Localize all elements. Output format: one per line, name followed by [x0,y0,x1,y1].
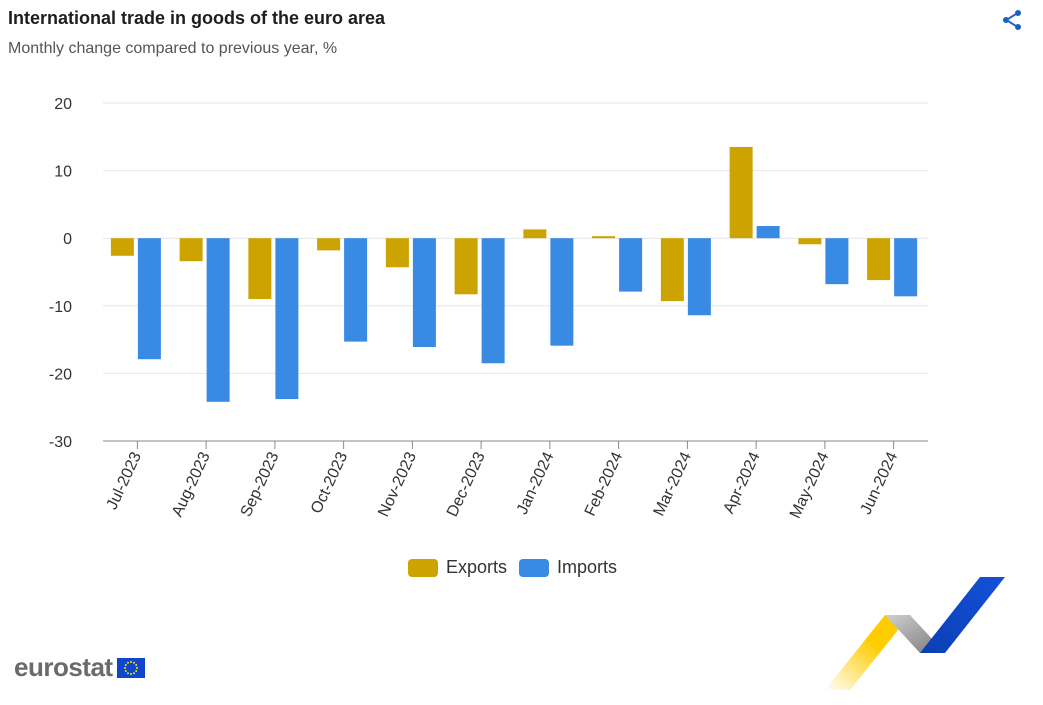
logo-text: eurostat [14,652,113,682]
x-tick-label: Jan-2024 [514,449,558,517]
bar-imports[interactable] [344,238,368,342]
y-tick-label: -30 [49,434,72,451]
x-tick-label: Dec-2023 [444,449,489,519]
bar-exports[interactable] [248,238,272,300]
legend-label-imports: Imports [557,557,618,577]
y-tick-label: 10 [54,164,72,181]
bar-exports[interactable] [523,229,547,239]
bar-chart: 20 10 0 -10 -20 -30 Jul-2023 Aug-2023 Sep-2023 Oc… [49,96,928,521]
x-tick-label: Jul-2023 [104,449,145,512]
bar-imports[interactable] [412,238,436,348]
x-tick-label: Feb-2024 [582,449,626,518]
y-tick-label: 20 [54,96,72,113]
x-tick-label: Apr-2024 [721,449,764,516]
bar-exports[interactable] [660,238,684,302]
bar-imports[interactable] [137,238,161,360]
bar-exports[interactable] [179,238,203,262]
bar-imports[interactable] [481,238,505,364]
y-tick-label: 0 [63,231,72,248]
bar-imports[interactable] [756,226,780,239]
bar-imports[interactable] [206,238,230,402]
x-tick-label: May-2024 [787,449,833,521]
bar-imports[interactable] [687,238,711,316]
bar-imports[interactable] [550,238,574,346]
bar-exports[interactable] [454,238,478,295]
bar-exports[interactable] [592,236,616,239]
decorative-ribbon [815,575,1010,700]
x-tick-label: Aug-2023 [169,449,214,519]
bar-imports[interactable] [894,238,918,297]
eu-flag-icon [116,657,145,678]
share-icon[interactable] [1000,8,1024,32]
bar-exports[interactable] [385,238,409,268]
x-tick-label: Nov-2023 [375,449,420,519]
bar-imports[interactable] [825,238,849,285]
legend-swatch-imports [519,558,550,577]
y-tick-label: -10 [49,299,72,316]
y-tick-label: -20 [49,366,72,383]
bar-exports[interactable] [798,238,822,245]
bar-imports[interactable] [275,238,299,400]
bar-exports[interactable] [729,146,753,239]
x-tick-label: Mar-2024 [651,449,695,518]
bar-imports[interactable] [619,238,643,292]
bar-exports[interactable] [867,238,891,281]
x-tick-label: Oct-2023 [308,449,351,516]
bar-exports[interactable] [110,238,134,256]
chart-subtitle: Monthly change compared to previous year… [8,40,338,57]
legend-item-exports[interactable]: Exports [408,557,507,578]
chart-title: International trade in goods of the euro… [8,8,386,28]
legend-item-imports[interactable]: Imports [519,557,617,578]
x-tick-label: Jun-2024 [858,449,902,517]
eurostat-logo: eurostat [14,652,145,683]
chart-legend: Exports Imports [408,557,617,578]
x-tick-label: Sep-2023 [238,449,283,519]
bar-exports[interactable] [317,238,341,251]
legend-label-exports: Exports [446,557,508,577]
legend-swatch-exports [408,558,438,577]
